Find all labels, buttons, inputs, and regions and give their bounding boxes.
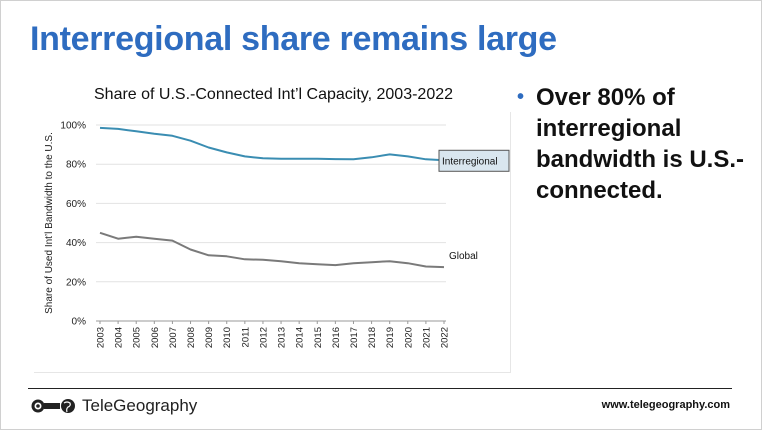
- line-chart: Share of Used Int’l Bandwidth to the U.S…: [44, 121, 510, 348]
- footer-divider: [28, 388, 732, 389]
- x-tick-label: 2017: [349, 327, 360, 348]
- series-label-box: [438, 149, 510, 172]
- bullet-text: Over 80% of interregional bandwidth is U…: [536, 84, 744, 204]
- series-line-interregional: [99, 126, 445, 162]
- slide-title: Interregional share remains large: [30, 20, 557, 58]
- x-tick-label: 2004: [114, 327, 125, 348]
- bullet-point: • Over 80% of interregional bandwidth is…: [517, 82, 747, 206]
- x-tick-label: 2014: [295, 327, 306, 348]
- y-tick-label: 40%: [66, 238, 86, 249]
- chart-area: Share of Used Int’l Bandwidth to the U.S…: [34, 112, 511, 373]
- y-tick-label: 0%: [72, 317, 87, 328]
- y-tick-label: 100%: [60, 121, 86, 132]
- brand-name: TeleGeography: [82, 396, 198, 415]
- bullet-dot-icon: •: [517, 86, 525, 108]
- x-tick-label: 2013: [277, 327, 288, 348]
- x-tick-label: 2020: [403, 327, 414, 348]
- y-axis-label: Share of Used Int’l Bandwidth to the U.S…: [44, 132, 55, 314]
- x-tick-label: 2018: [367, 327, 378, 348]
- y-tick-label: 80%: [66, 160, 86, 171]
- x-tick-label: 2016: [331, 327, 342, 348]
- x-tick-label: 2021: [421, 327, 432, 348]
- x-tick-label: 2010: [222, 327, 233, 348]
- telegeography-logo: TeleGeography: [30, 396, 197, 416]
- x-tick-label: 2008: [186, 327, 197, 348]
- cable-globe-icon: [31, 399, 75, 413]
- x-tick-label: 2003: [96, 327, 107, 348]
- website-url: www.telegeography.com: [601, 399, 730, 411]
- series-label-global: Global: [449, 251, 478, 262]
- x-tick-label: 2011: [240, 327, 251, 347]
- y-tick-label: 60%: [66, 199, 86, 210]
- x-tick-label: 2005: [132, 327, 143, 348]
- chart-title: Share of U.S.-Connected Int’l Capacity, …: [94, 86, 454, 103]
- y-tick-label: 20%: [66, 277, 86, 288]
- x-tick-label: 2022: [440, 327, 451, 348]
- x-tick-label: 2006: [150, 327, 161, 348]
- x-tick-label: 2007: [168, 327, 179, 348]
- x-tick-label: 2012: [258, 327, 269, 348]
- series-line-global: [99, 231, 445, 269]
- x-tick-label: 2019: [385, 327, 396, 348]
- x-tick-label: 2015: [313, 327, 324, 348]
- x-tick-label: 2009: [204, 327, 215, 348]
- series-label-interregional: Interregional: [442, 156, 498, 167]
